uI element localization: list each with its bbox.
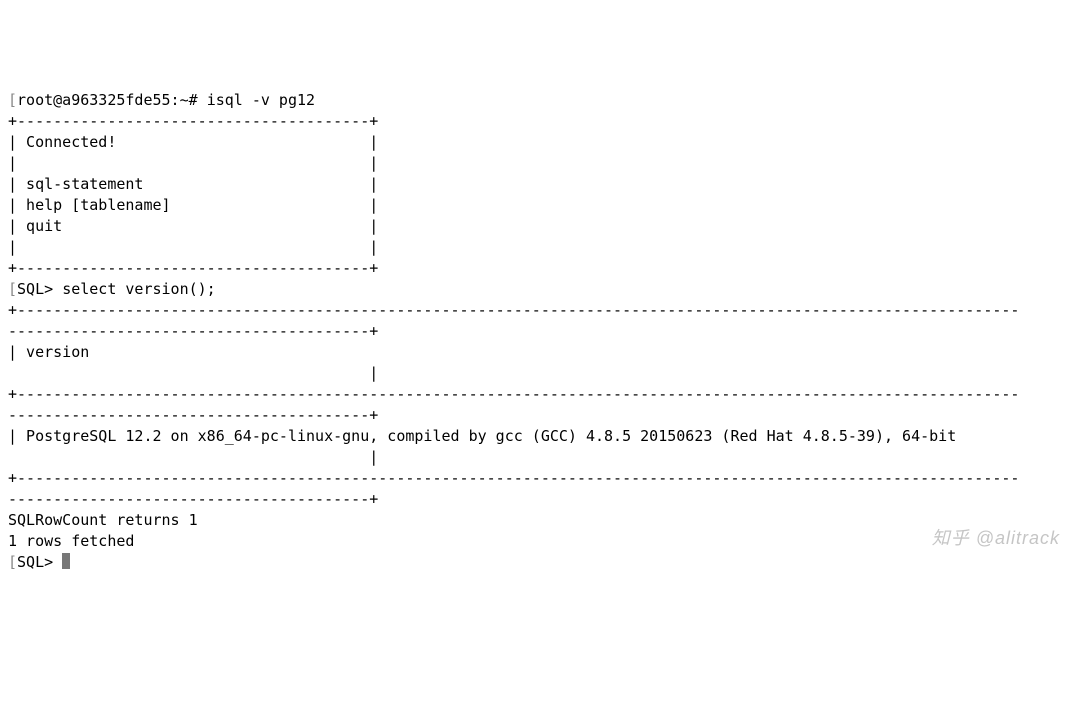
box-help: | help [tablename] | <box>8 196 378 214</box>
box-quit: | quit | <box>8 217 378 235</box>
box-border-top: +---------------------------------------… <box>8 112 378 130</box>
box-empty-2: | | <box>8 238 378 256</box>
bracket-open-2: [ <box>8 280 17 298</box>
shell-command: isql -v pg12 <box>207 91 315 109</box>
box-empty-1: | | <box>8 154 378 172</box>
result-border-bot-1: +---------------------------------------… <box>8 469 1019 487</box>
result-border-mid-1: +---------------------------------------… <box>8 385 1019 403</box>
sql-prompt-1[interactable]: SQL> <box>17 280 62 298</box>
result-border-top-1: +---------------------------------------… <box>8 301 1019 319</box>
footer-rowcount: SQLRowCount returns 1 <box>8 511 198 529</box>
sql-command-1: select version(); <box>62 280 216 298</box>
bracket-open-3: [ <box>8 553 17 571</box>
footer-fetched: 1 rows fetched <box>8 532 134 550</box>
terminal-output: [root@a963325fde55:~# isql -v pg12 +----… <box>8 90 1072 573</box>
result-header-1: | version <box>8 343 1019 361</box>
result-border-mid-2: ----------------------------------------… <box>8 406 378 424</box>
result-value-2: | <box>8 448 378 466</box>
box-connected: | Connected! | <box>8 133 378 151</box>
result-header-2: | <box>8 364 378 382</box>
result-border-bot-2: ----------------------------------------… <box>8 490 378 508</box>
bracket-open: [ <box>8 91 17 109</box>
result-value-1: | PostgreSQL 12.2 on x86_64-pc-linux-gnu… <box>8 427 1019 445</box>
box-sql-statement: | sql-statement | <box>8 175 378 193</box>
box-border-bot: +---------------------------------------… <box>8 259 378 277</box>
sql-prompt-2[interactable]: SQL> <box>17 553 62 571</box>
result-border-top-2: ----------------------------------------… <box>8 322 378 340</box>
shell-prompt: root@a963325fde55:~# <box>17 91 207 109</box>
